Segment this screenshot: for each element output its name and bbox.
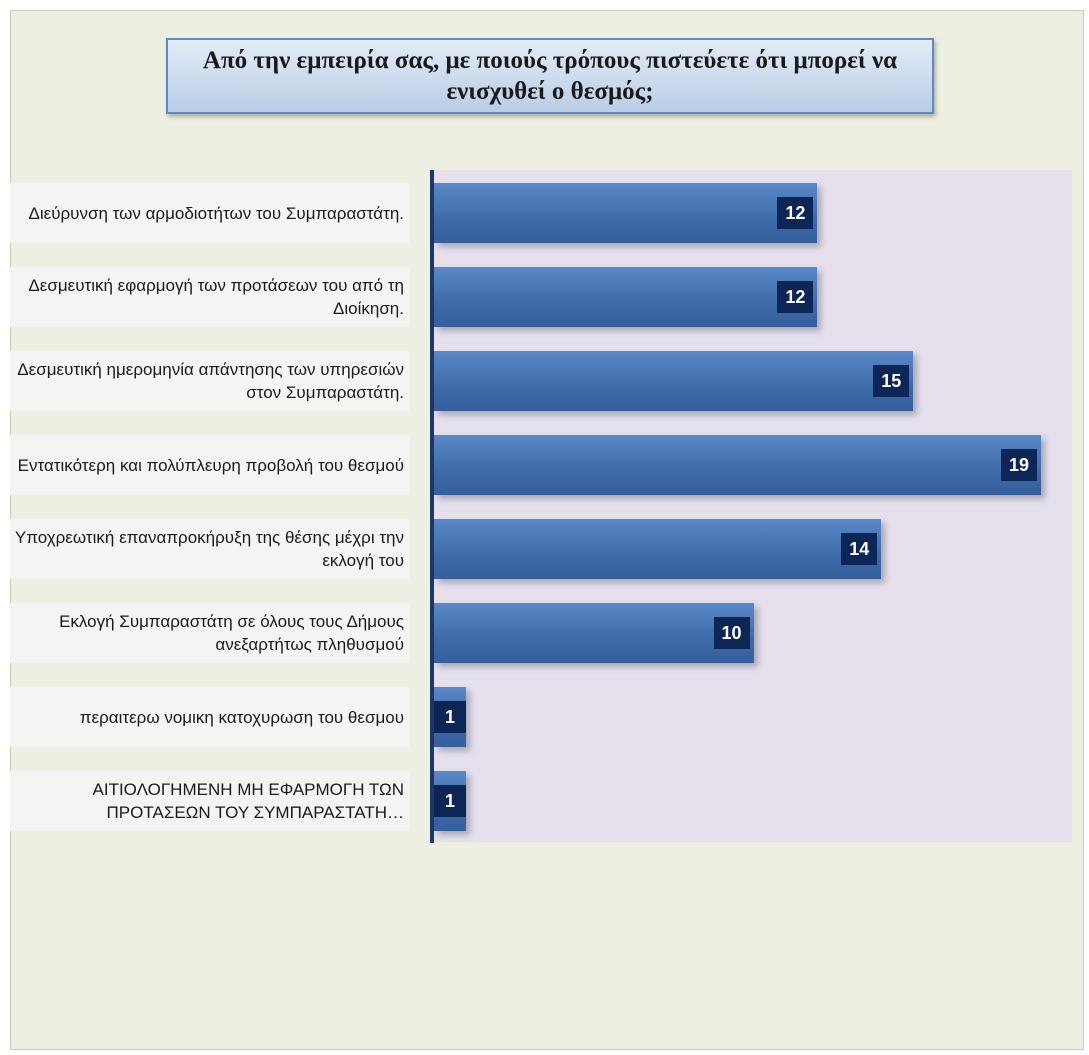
category-axis-line — [430, 170, 434, 843]
category-label: Δεσμευτική εφαρμογή των προτάσεων του απ… — [10, 267, 410, 327]
category-label: Εντατικότερη και πολύπλευρη προβολή του … — [10, 435, 410, 495]
data-label: 15 — [873, 365, 910, 397]
bar: 14 — [434, 519, 882, 579]
data-label: 12 — [777, 281, 814, 313]
data-label: 12 — [777, 197, 814, 229]
category-label: Διεύρυνση των αρμοδιοτήτων του Συμπαραστ… — [10, 183, 410, 243]
bar: 19 — [434, 435, 1042, 495]
bar: 12 — [434, 183, 818, 243]
bar: 10 — [434, 603, 754, 663]
data-label: 10 — [713, 617, 750, 649]
bar: 12 — [434, 267, 818, 327]
data-label: 1 — [434, 701, 466, 733]
bar: 1 — [434, 687, 466, 747]
chart-title: Από την εμπειρία σας, με ποιούς τρόπους … — [166, 38, 934, 114]
category-label: περαιτερω νομικη κατοχυρωση του θεσμου — [10, 687, 410, 747]
data-label: 14 — [841, 533, 878, 565]
data-label: 19 — [1001, 449, 1038, 481]
category-label: ΑΙΤΙΟΛΟΓΗΜΕΝΗ ΜΗ ΕΦΑΡΜΟΓΗ ΤΩΝ ΠΡΟΤΑΣΕΩΝ … — [10, 771, 410, 831]
bar: 15 — [434, 351, 914, 411]
category-label: Εκλογή Συμπαραστάτη σε όλους τους Δήμους… — [10, 603, 410, 663]
data-label: 1 — [434, 785, 466, 817]
bar: 1 — [434, 771, 466, 831]
category-label: Υποχρεωτική επαναπροκήρυξη της θέσης μέχ… — [10, 519, 410, 579]
category-label: Δεσμευτική ημερομηνία απάντησης των υπηρ… — [10, 351, 410, 411]
